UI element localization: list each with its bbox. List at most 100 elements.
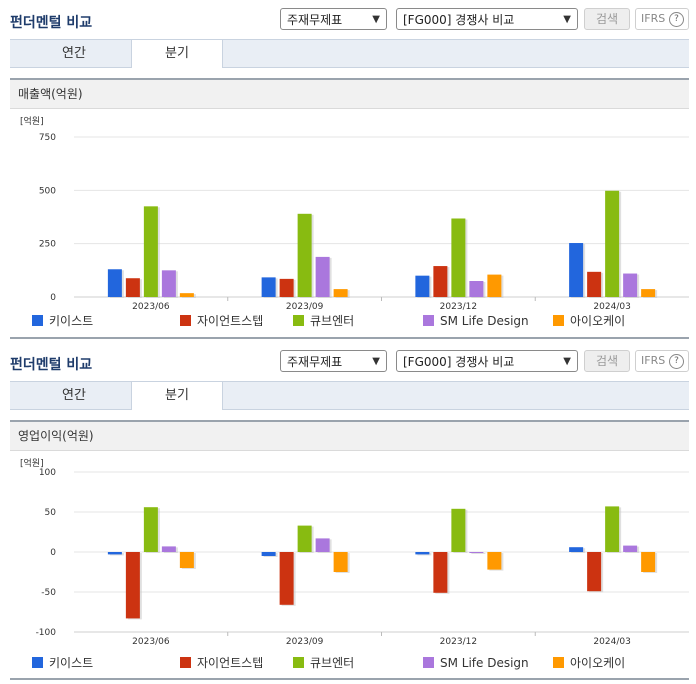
chart-legend: 키이스트 자이언트스텝 큐브엔터 SM Life Design 아이오케이 bbox=[10, 312, 689, 330]
legend-label: 아이오케이 bbox=[570, 656, 626, 670]
tab-quarterly[interactable]: 분기 bbox=[131, 381, 223, 410]
bar bbox=[279, 552, 294, 605]
legend-label: 키이스트 bbox=[49, 314, 94, 328]
legend-item[interactable]: SM Life Design bbox=[423, 654, 529, 672]
metric-title: 영업이익(억원) bbox=[10, 422, 689, 451]
bar bbox=[469, 552, 484, 553]
bar bbox=[415, 552, 430, 555]
legend-swatch bbox=[32, 657, 43, 668]
legend-label: 큐브엔터 bbox=[310, 656, 355, 670]
bar bbox=[315, 256, 330, 297]
bar bbox=[587, 271, 602, 297]
tab-quarterly[interactable]: 분기 bbox=[131, 39, 223, 68]
chevron-down-icon: ▼ bbox=[372, 14, 380, 25]
section-title: 펀더멘털 비교 bbox=[10, 15, 93, 31]
legend-item[interactable]: 키이스트 bbox=[32, 312, 93, 330]
bar bbox=[297, 213, 312, 297]
legend-item[interactable]: 아이오케이 bbox=[553, 654, 625, 672]
statement-type-value: 주재무제표 bbox=[287, 355, 343, 369]
bar bbox=[605, 506, 620, 552]
period-tabs: 연간 분기 bbox=[10, 381, 689, 410]
chart-legend: 키이스트 자이언트스텝 큐브엔터 SM Life Design 아이오케이 bbox=[10, 654, 689, 672]
legend-label: SM Life Design bbox=[440, 656, 529, 670]
legend-item[interactable]: SM Life Design bbox=[423, 312, 529, 330]
legend-swatch bbox=[423, 657, 434, 668]
peer-group-select[interactable]: [FG000] 경쟁사 비교 ▼ bbox=[396, 8, 578, 30]
legend-label: SM Life Design bbox=[440, 314, 529, 328]
legend-item[interactable]: 자이언트스텝 bbox=[180, 312, 263, 330]
x-tick-label: 2023/09 bbox=[286, 302, 324, 312]
peer-group-value: [FG000] 경쟁사 비교 bbox=[403, 355, 515, 369]
legend-label: 키이스트 bbox=[49, 656, 94, 670]
operating-profit-chart: [억원] -100 -50 0 50 100 2023/06 2023/09 2023/12 20… bbox=[20, 457, 689, 647]
y-tick-label: 0 bbox=[50, 293, 56, 303]
bar bbox=[125, 552, 140, 619]
statement-type-select[interactable]: 주재무제표 ▼ bbox=[280, 350, 387, 372]
statement-type-value: 주재무제표 bbox=[287, 13, 343, 27]
legend-label: 큐브엔터 bbox=[310, 314, 355, 328]
x-tick-label: 2024/03 bbox=[593, 302, 630, 312]
period-tabs: 연간 분기 bbox=[10, 39, 689, 68]
legend-label: 아이오케이 bbox=[570, 314, 626, 328]
y-tick-label: -100 bbox=[36, 628, 57, 638]
bar bbox=[623, 273, 638, 297]
y-tick-label: 50 bbox=[45, 508, 57, 518]
bar bbox=[179, 293, 194, 297]
statement-type-select[interactable]: 주재무제표 ▼ bbox=[280, 8, 387, 30]
legend-item[interactable]: 큐브엔터 bbox=[293, 312, 354, 330]
tab-annual[interactable]: 연간 bbox=[62, 388, 86, 403]
bar bbox=[143, 507, 158, 552]
bar bbox=[451, 508, 466, 552]
ifrs-label: IFRS bbox=[641, 354, 666, 367]
help-icon: ? bbox=[669, 12, 684, 27]
bar bbox=[415, 275, 430, 297]
y-tick-label: 0 bbox=[50, 548, 56, 558]
fundamental-section-operating-profit: 펀더멘털 비교 주재무제표 ▼ [FG000] 경쟁사 비교 ▼ 검색 IFRS… bbox=[0, 342, 696, 680]
legend-swatch bbox=[553, 657, 564, 668]
bar bbox=[587, 552, 602, 592]
chart-box: 영업이익(억원) [억원] -100 -50 0 50 100 2023/06 2023/09… bbox=[10, 420, 689, 680]
bar bbox=[487, 552, 502, 570]
legend-item[interactable]: 자이언트스텝 bbox=[180, 654, 263, 672]
bar bbox=[333, 289, 348, 297]
search-button[interactable]: 검색 bbox=[584, 8, 630, 30]
bar bbox=[279, 278, 294, 297]
ifrs-button[interactable]: IFRS ? bbox=[635, 350, 689, 372]
legend-item[interactable]: 키이스트 bbox=[32, 654, 93, 672]
revenue-chart: [억원] 0 250 500 750 2023/06 2023/09 2023/12 2024/… bbox=[20, 115, 689, 312]
bar bbox=[315, 538, 330, 552]
y-unit-label: [억원] bbox=[20, 115, 44, 127]
legend-swatch bbox=[293, 657, 304, 668]
chevron-down-icon: ▼ bbox=[563, 14, 571, 25]
legend-swatch bbox=[423, 315, 434, 326]
bar bbox=[161, 270, 176, 297]
bar bbox=[107, 269, 122, 297]
bar bbox=[297, 525, 312, 552]
x-tick-label: 2023/12 bbox=[440, 637, 477, 647]
legend-item[interactable]: 큐브엔터 bbox=[293, 654, 354, 672]
legend-swatch bbox=[293, 315, 304, 326]
bar-shadow bbox=[471, 553, 486, 554]
chart-box: 매출액(억원) [억원] 0 250 500 750 2023/06 2023/09 2023… bbox=[10, 78, 689, 339]
bar bbox=[605, 190, 620, 297]
ifrs-button[interactable]: IFRS ? bbox=[635, 8, 689, 30]
search-button[interactable]: 검색 bbox=[584, 350, 630, 372]
peer-group-value: [FG000] 경쟁사 비교 bbox=[403, 13, 515, 27]
tab-annual[interactable]: 연간 bbox=[62, 46, 86, 61]
bar bbox=[641, 552, 656, 572]
section-header: 펀더멘털 비교 주재무제표 ▼ [FG000] 경쟁사 비교 ▼ 검색 IFRS… bbox=[0, 0, 696, 36]
x-tick-label: 2023/12 bbox=[440, 302, 477, 312]
peer-group-select[interactable]: [FG000] 경쟁사 비교 ▼ bbox=[396, 350, 578, 372]
chevron-down-icon: ▼ bbox=[372, 356, 380, 367]
y-unit-label: [억원] bbox=[20, 457, 44, 469]
section-title: 펀더멘털 비교 bbox=[10, 357, 93, 373]
legend-item[interactable]: 아이오케이 bbox=[553, 312, 625, 330]
help-icon: ? bbox=[669, 354, 684, 369]
bar bbox=[125, 278, 140, 297]
x-tick-label: 2023/06 bbox=[132, 637, 170, 647]
legend-label: 자이언트스텝 bbox=[197, 656, 264, 670]
bar bbox=[451, 218, 466, 297]
bar bbox=[469, 281, 484, 297]
bar bbox=[623, 545, 638, 552]
bar bbox=[487, 274, 502, 297]
